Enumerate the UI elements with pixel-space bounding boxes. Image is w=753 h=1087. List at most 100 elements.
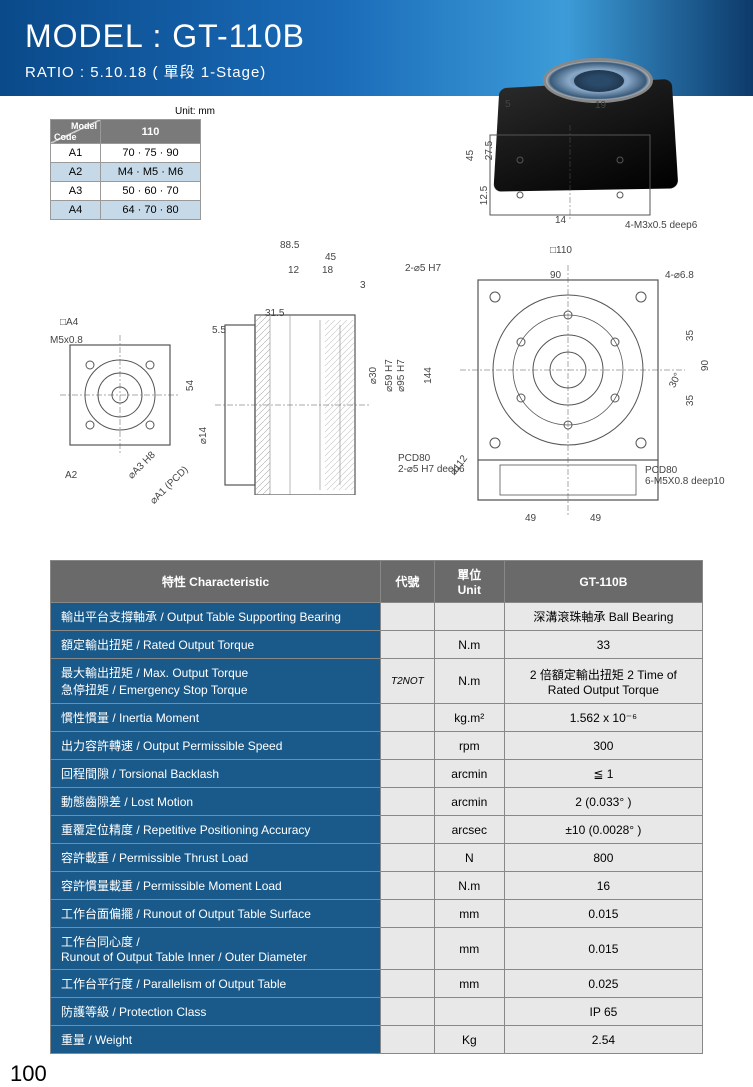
spec-header-code: 代號	[381, 561, 435, 603]
spec-code-cell	[381, 844, 435, 872]
drawing-center-view	[210, 265, 380, 495]
spec-code-cell	[381, 816, 435, 844]
spec-code-cell	[381, 760, 435, 788]
label-d885: 88.5	[280, 240, 299, 251]
spec-code-cell	[381, 732, 435, 760]
spec-code-cell	[381, 1026, 435, 1054]
spec-unit-cell: arcmin	[434, 760, 504, 788]
spec-code-cell	[381, 970, 435, 998]
spec-label-cell: 重量 / Weight	[51, 1026, 381, 1054]
spec-code-cell: T2NOT	[381, 659, 435, 704]
drawing-top-view	[440, 115, 690, 225]
label-pcd80b: PCD80 6-M5X0.8 deep10	[645, 465, 725, 487]
label-d315: 31.5	[265, 308, 284, 319]
dim-model-label: Model	[71, 121, 97, 131]
spec-value-cell: 深溝滾珠軸承 Ball Bearing	[504, 603, 702, 631]
label-d14b: 14	[555, 215, 566, 226]
spec-unit-cell: mm	[434, 900, 504, 928]
spec-header-model: GT-110B	[504, 561, 702, 603]
spec-code-cell	[381, 928, 435, 970]
spec-unit-cell	[434, 603, 504, 631]
technical-drawing: □A4 M5x0.8 A2 ⌀A3 H8 ⌀A1 (PCD) 54 ⌀14 88…	[50, 235, 703, 545]
spec-label-cell: 工作台面偏擺 / Runout of Output Table Surface	[51, 900, 381, 928]
label-a4: □A4	[60, 317, 78, 328]
dim-model-col: 110	[101, 120, 201, 144]
label-a2: A2	[65, 470, 77, 481]
label-d12: 12	[288, 265, 299, 276]
spec-value-cell: 0.025	[504, 970, 702, 998]
spec-code-cell	[381, 872, 435, 900]
label-d14: ⌀14	[198, 427, 209, 444]
spec-label-cell: 動態齒隙差 / Lost Motion	[51, 788, 381, 816]
spec-unit-cell: rpm	[434, 732, 504, 760]
label-d45b: 45	[465, 150, 476, 161]
spec-table: 特性 Characteristic 代號 單位 Unit GT-110B 輸出平…	[50, 560, 703, 1054]
spec-header-characteristic: 特性 Characteristic	[51, 561, 381, 603]
spec-label-cell: 容許慣量載重 / Permissible Moment Load	[51, 872, 381, 900]
drawing-left-view	[50, 325, 180, 475]
dim-value-cell: 70 · 75 · 90	[101, 144, 201, 163]
label-d90: 90	[550, 270, 561, 281]
spec-value-cell: 33	[504, 631, 702, 659]
spec-value-cell: ±10 (0.0028° )	[504, 816, 702, 844]
spec-header-unit: 單位 Unit	[434, 561, 504, 603]
spec-unit-cell: mm	[434, 928, 504, 970]
label-sq110: □110	[550, 245, 572, 256]
spec-label-cell: 出力容許轉速 / Output Permissible Speed	[51, 732, 381, 760]
page-number: 100	[10, 1061, 753, 1087]
spec-unit-cell: N.m	[434, 659, 504, 704]
label-m3: 4-M3x0.5 deep6	[625, 220, 697, 231]
label-d35b: 35	[685, 395, 696, 406]
dim-value-cell: M4 · M5 · M6	[101, 163, 201, 182]
label-d18: 18	[322, 265, 333, 276]
label-d275: 27.5	[484, 141, 495, 160]
label-d125: 12.5	[479, 186, 490, 205]
spec-code-cell	[381, 704, 435, 732]
dimension-code-table: Model Code 110 A170 · 75 · 90A2M4 · M5 ·…	[50, 119, 201, 220]
spec-code-cell	[381, 998, 435, 1026]
label-d468: 4-⌀6.8	[665, 270, 694, 281]
spec-value-cell: 300	[504, 732, 702, 760]
label-d59: ⌀59 H7	[384, 359, 395, 392]
dim-value-cell: 64 · 70 · 80	[101, 201, 201, 220]
spec-label-cell: 最大輸出扭矩 / Max. Output Torque 急停扭矩 / Emerg…	[51, 659, 381, 704]
spec-value-cell: ≦ 1	[504, 760, 702, 788]
spec-value-cell: 0.015	[504, 928, 702, 970]
spec-code-cell	[381, 631, 435, 659]
spec-value-cell: 0.015	[504, 900, 702, 928]
spec-label-cell: 工作台平行度 / Parallelism of Output Table	[51, 970, 381, 998]
spec-value-cell: 800	[504, 844, 702, 872]
spec-label-cell: 重覆定位精度 / Repetitive Positioning Accuracy	[51, 816, 381, 844]
spec-value-cell: 16	[504, 872, 702, 900]
spec-value-cell: IP 65	[504, 998, 702, 1026]
spec-label-cell: 輸出平台支撐軸承 / Output Table Supporting Beari…	[51, 603, 381, 631]
label-d3: 3	[360, 280, 366, 291]
label-m5x08: M5x0.8	[50, 335, 83, 346]
label-d95: ⌀95 H7	[396, 359, 407, 392]
label-d90b: 90	[700, 360, 711, 371]
spec-unit-cell: N.m	[434, 631, 504, 659]
dim-code-cell: A1	[51, 144, 101, 163]
spec-code-cell	[381, 788, 435, 816]
label-d45: 45	[325, 252, 336, 263]
spec-value-cell: 1.562 x 10⁻⁶	[504, 704, 702, 732]
spec-label-cell: 容許載重 / Permissible Thrust Load	[51, 844, 381, 872]
spec-label-cell: 慣性慣量 / Inertia Moment	[51, 704, 381, 732]
spec-label-cell: 額定輸出扭矩 / Rated Output Torque	[51, 631, 381, 659]
label-d49a: 49	[525, 513, 536, 524]
spec-code-cell	[381, 603, 435, 631]
label-d144: 144	[423, 367, 434, 384]
dim-code-label: Code	[54, 132, 77, 142]
spec-label-cell: 回程間隙 / Torsional Backlash	[51, 760, 381, 788]
label-pcd80a: PCD80 2-⌀5 H7 deep6	[398, 453, 465, 475]
spec-value-cell: 2 (0.033° )	[504, 788, 702, 816]
content-area: Unit: mm Model Code 110 A170 · 75 · 90A2…	[0, 96, 753, 1059]
spec-label-cell: 工作台同心度 / Runout of Output Table Inner / …	[51, 928, 381, 970]
spec-unit-cell: kg.m²	[434, 704, 504, 732]
spec-unit-cell: arcsec	[434, 816, 504, 844]
spec-unit-cell: arcmin	[434, 788, 504, 816]
label-d35: 35	[685, 330, 696, 341]
spec-unit-cell: N	[434, 844, 504, 872]
dim-code-cell: A3	[51, 182, 101, 201]
spec-unit-cell: mm	[434, 970, 504, 998]
